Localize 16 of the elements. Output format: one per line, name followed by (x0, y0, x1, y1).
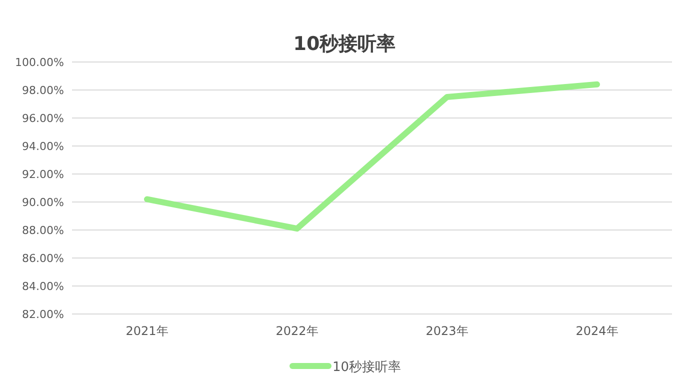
y-tick-label: 92.00% (22, 168, 64, 181)
x-tick-label: 2024年 (576, 324, 618, 338)
y-tick-label: 88.00% (22, 224, 64, 237)
x-tick-label: 2022年 (276, 324, 318, 338)
y-tick-label: 86.00% (22, 252, 64, 265)
y-tick-label: 90.00% (22, 196, 64, 209)
legend-label: 10秒接听率 (332, 359, 402, 375)
y-tick-label: 98.00% (22, 84, 64, 97)
x-tick-label: 2023年 (426, 324, 468, 338)
y-tick-label: 94.00% (22, 140, 64, 153)
x-tick-label: 2021年 (126, 324, 168, 338)
chart-title: 10秒接听率 (293, 33, 396, 55)
y-tick-label: 84.00% (22, 280, 64, 293)
y-tick-label: 96.00% (22, 112, 64, 125)
y-tick-label: 82.00% (22, 308, 64, 321)
y-tick-label: 100.00% (15, 56, 64, 69)
